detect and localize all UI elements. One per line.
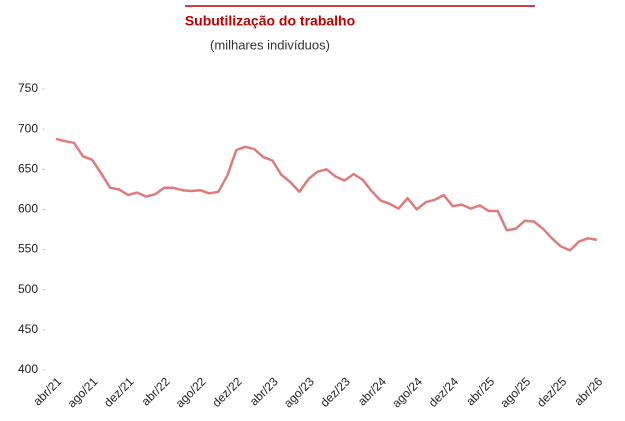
y-tick-label: 750 (18, 81, 38, 95)
x-tick-label: ago/21 (65, 374, 101, 410)
y-tick-label: 700 (18, 121, 38, 135)
chart-title: Subutilização do trabalho (185, 13, 355, 29)
x-tick-label: abr/22 (139, 374, 173, 408)
x-tick-label: abr/21 (30, 374, 64, 408)
y-tick-label: 450 (18, 322, 38, 336)
y-tick-label: 650 (18, 161, 38, 175)
x-tick-label: ago/25 (497, 374, 533, 410)
y-tick-label: 600 (18, 202, 38, 216)
x-tick-label: ago/22 (173, 374, 209, 410)
x-tick-label: dez/21 (101, 374, 137, 410)
y-tick-label: 500 (18, 282, 38, 296)
chart-subtitle: (milhares indivíduos) (210, 37, 330, 52)
x-tick-label: abr/24 (355, 374, 389, 408)
x-tick-label: dez/25 (534, 374, 570, 410)
x-tick-label: dez/23 (318, 374, 354, 410)
x-tick-label: abr/25 (463, 374, 497, 408)
x-tick-label: dez/24 (426, 374, 462, 410)
y-tick-label: 550 (18, 242, 38, 256)
y-tick-label: 400 (18, 362, 38, 376)
x-tick-label: ago/24 (389, 374, 425, 410)
line-series (55, 137, 598, 252)
x-tick-label: ago/23 (281, 374, 317, 410)
x-tick-label: abr/26 (571, 374, 605, 408)
x-tick-label: dez/22 (209, 374, 245, 410)
x-tick-label: abr/23 (247, 374, 281, 408)
